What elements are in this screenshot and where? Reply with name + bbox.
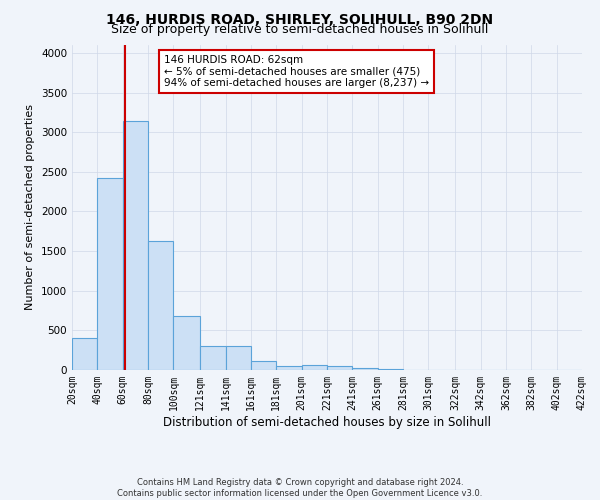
Bar [276,366,302,370]
Text: 146, HURDIS ROAD, SHIRLEY, SOLIHULL, B90 2DN: 146, HURDIS ROAD, SHIRLEY, SOLIHULL, B90… [106,12,494,26]
Bar [72,338,97,370]
Bar [200,346,226,370]
Bar [302,365,327,370]
Bar [148,241,173,370]
Bar [97,178,123,370]
X-axis label: Distribution of semi-detached houses by size in Solihull: Distribution of semi-detached houses by … [163,416,491,428]
Bar [173,316,200,370]
Y-axis label: Number of semi-detached properties: Number of semi-detached properties [25,104,35,310]
Text: Contains HM Land Registry data © Crown copyright and database right 2024.
Contai: Contains HM Land Registry data © Crown c… [118,478,482,498]
Bar [352,368,378,370]
Bar [123,121,148,370]
Bar [251,362,276,370]
Text: 146 HURDIS ROAD: 62sqm
← 5% of semi-detached houses are smaller (475)
94% of sem: 146 HURDIS ROAD: 62sqm ← 5% of semi-deta… [164,54,429,88]
Bar [327,366,352,370]
Bar [226,346,251,370]
Bar [378,369,403,370]
Text: Size of property relative to semi-detached houses in Solihull: Size of property relative to semi-detach… [112,22,488,36]
